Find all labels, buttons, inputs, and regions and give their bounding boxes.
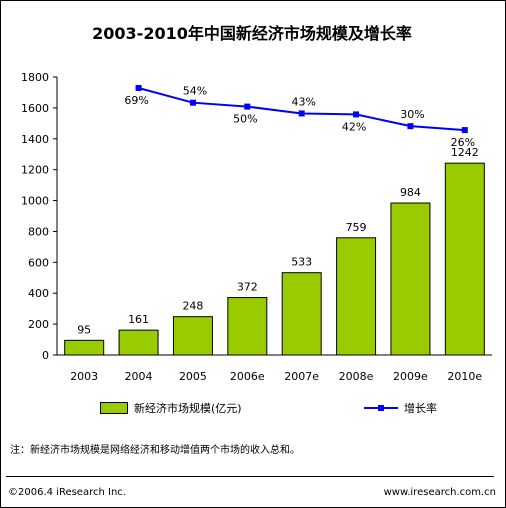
- x-tick-label: 2010e: [447, 370, 482, 383]
- x-tick-label: 2006e: [230, 370, 265, 383]
- bar: [227, 297, 268, 356]
- chart-title: 2003-2010年中国新经济市场规模及增长率: [92, 24, 412, 43]
- bar: [172, 316, 213, 356]
- y-tick-label: 1800: [21, 71, 49, 84]
- growth-marker: [353, 111, 360, 118]
- growth-marker: [407, 123, 414, 130]
- bar: [390, 202, 431, 356]
- y-tick-label: 600: [28, 256, 49, 269]
- x-tick-label: 2003: [70, 370, 98, 383]
- growth-rate-label: 69%: [124, 94, 148, 107]
- bar-value-label: 248: [182, 300, 203, 313]
- x-tick-label: 2004: [125, 370, 153, 383]
- growth-marker: [298, 110, 305, 117]
- growth-rate-label: 43%: [291, 95, 315, 108]
- x-tick-label: 2007e: [284, 370, 319, 383]
- bar: [336, 237, 377, 356]
- y-tick-label: 400: [28, 287, 49, 300]
- bar-value-label: 984: [400, 186, 421, 199]
- chart-plot: 0 200 400 600 800 1000 1200 1400 1600 1800 95 161 2…: [21, 71, 492, 383]
- bar-series: [64, 162, 485, 356]
- y-tick-label: 0: [42, 349, 49, 362]
- y-tick-label: 1000: [21, 195, 49, 208]
- growth-rate-label: 26%: [451, 136, 475, 149]
- bar-value-label: 759: [346, 221, 367, 234]
- footer-divider: [6, 476, 494, 477]
- bar: [118, 329, 159, 356]
- bar-value-label: 372: [237, 281, 258, 294]
- growth-rate-label: 50%: [233, 113, 257, 126]
- bar-value-label: 95: [77, 323, 91, 336]
- growth-rate-labels: 69% 54% 50% 43% 42% 30% 26%: [124, 85, 475, 149]
- bar: [444, 162, 485, 356]
- y-tick-label: 1600: [21, 102, 49, 115]
- legend-bar-swatch: [100, 402, 128, 414]
- legend-line-label: 增长率: [404, 402, 437, 415]
- footer-url: www.iresearch.com.cn: [383, 487, 496, 498]
- x-tick-label: 2009e: [393, 370, 428, 383]
- y-tick-label: 1400: [21, 133, 49, 146]
- legend-bar-label: 新经济市场规模(亿元): [134, 402, 242, 415]
- bar-value-label: 1242: [451, 146, 479, 159]
- growth-marker: [135, 85, 142, 92]
- y-tick-label: 1200: [21, 164, 49, 177]
- bar: [281, 272, 322, 356]
- legend-bar: 新经济市场规模(亿元): [100, 400, 242, 416]
- y-tick-label: 200: [28, 318, 49, 331]
- growth-marker: [244, 103, 251, 110]
- legend-line: 增长率: [364, 400, 437, 416]
- legend-line-swatch: [364, 403, 398, 413]
- bar: [64, 339, 105, 356]
- y-tick-label: 800: [28, 225, 49, 238]
- growth-rate-label: 30%: [400, 108, 424, 121]
- bar-value-label: 161: [128, 313, 149, 326]
- growth-marker: [189, 99, 196, 106]
- footer-copyright: ©2006.4 iResearch Inc.: [8, 487, 126, 498]
- x-tick-label: 2008e: [339, 370, 374, 383]
- growth-rate-label: 42%: [342, 120, 366, 133]
- y-axis-ticks: 0 200 400 600 800 1000 1200 1400 1600 1800: [21, 71, 57, 362]
- growth-marker: [461, 127, 468, 134]
- growth-line-series: [135, 85, 468, 134]
- growth-rate-label: 54%: [183, 85, 207, 98]
- footnote: 注：新经济市场规模是网络经济和移动增值两个市场的收入总和。: [10, 445, 300, 456]
- bar-value-labels: 95 161 248 372 533 759 984 1242: [77, 146, 479, 336]
- x-tick-label: 2005: [179, 370, 207, 383]
- x-axis-ticks: 2003 2004 2005 2006e 2007e 2008e 2009e 2010e: [70, 370, 482, 383]
- bar-value-label: 533: [291, 256, 312, 269]
